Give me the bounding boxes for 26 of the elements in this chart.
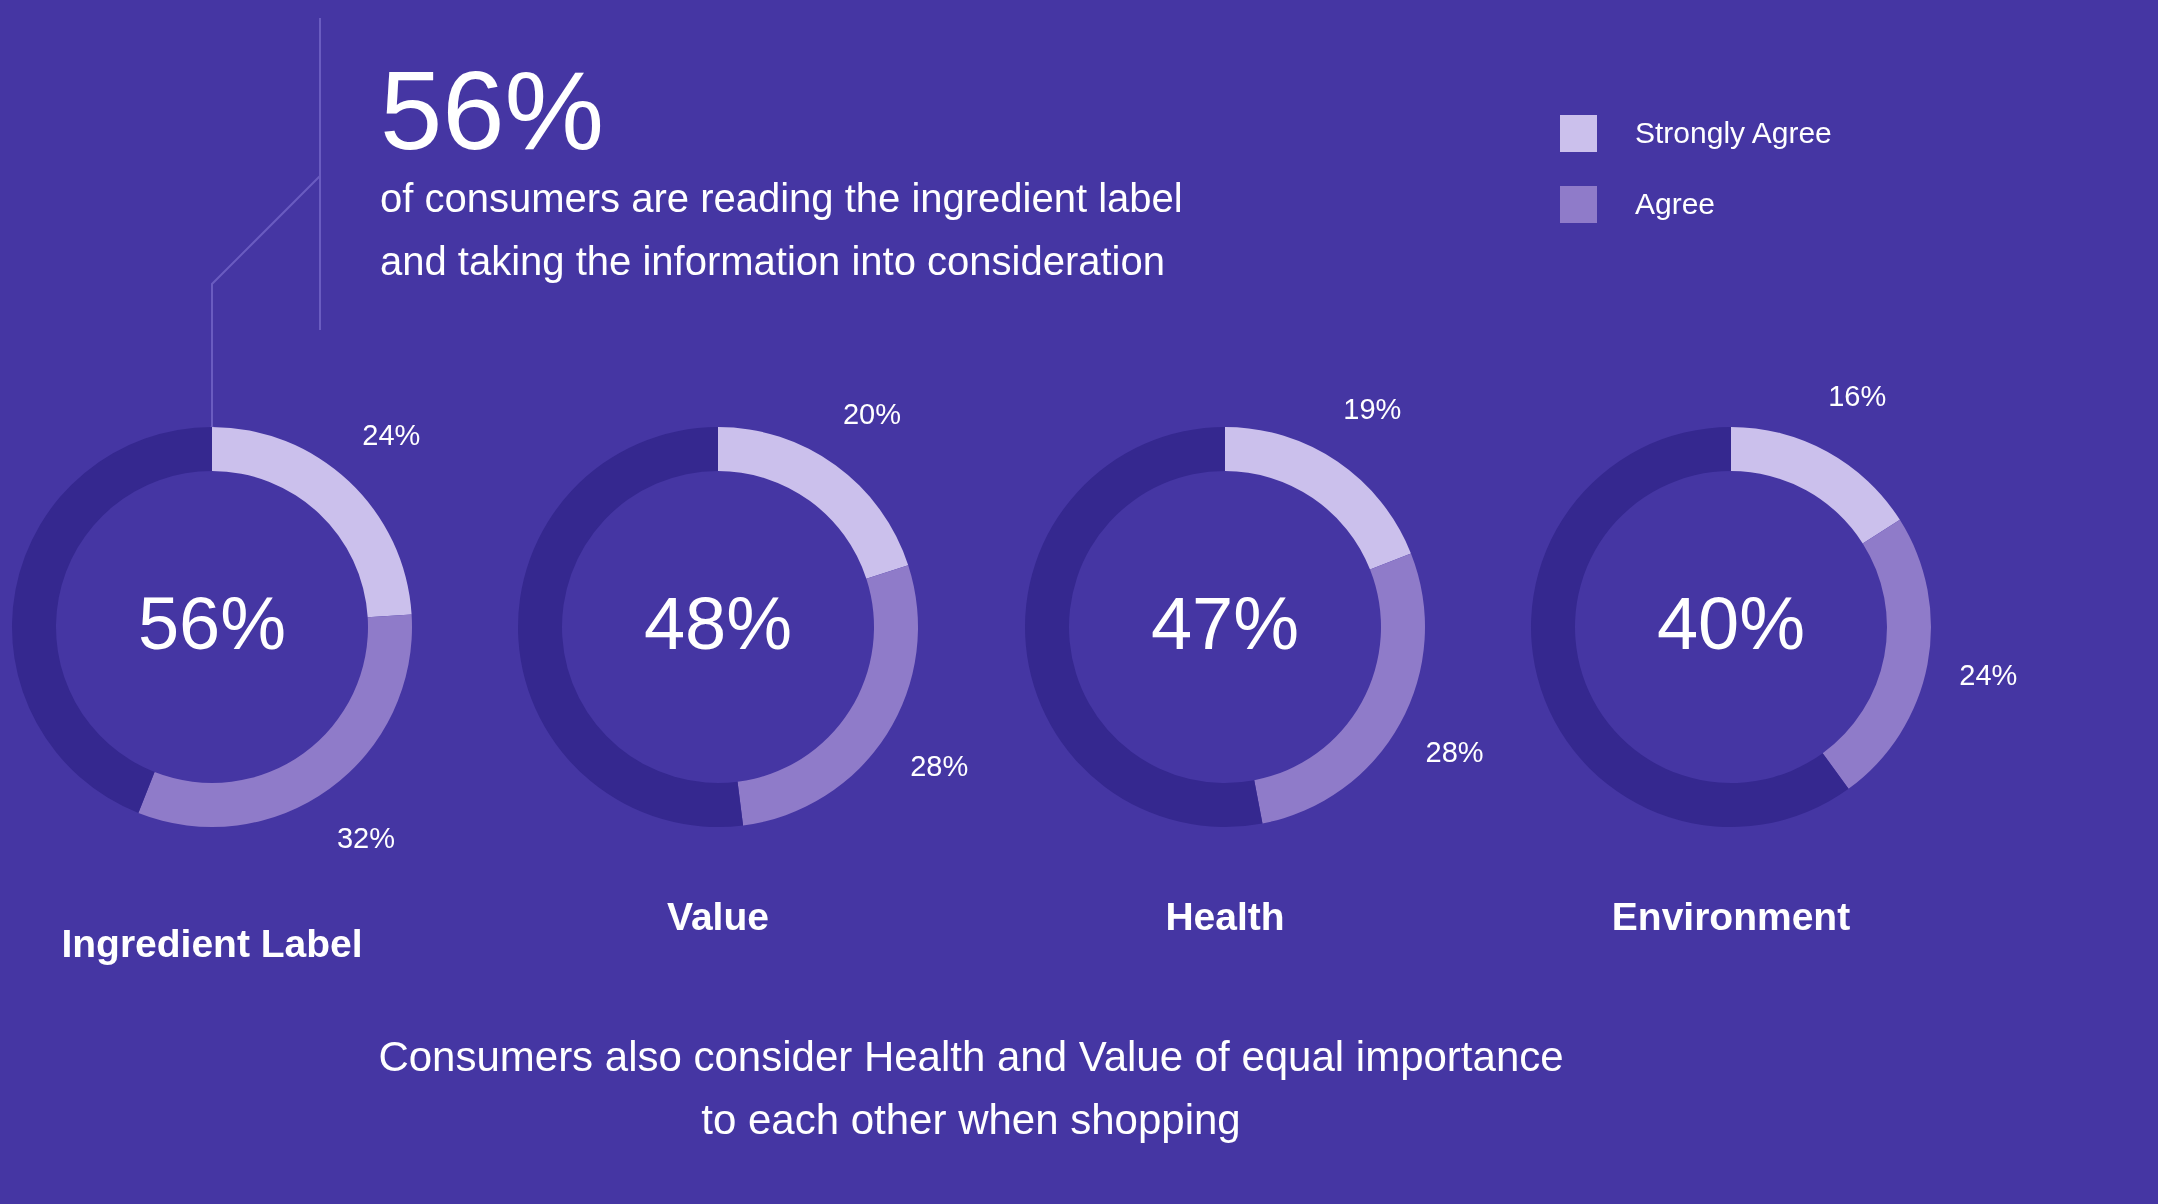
legend-label: Strongly Agree — [1635, 115, 1832, 149]
text: 56% — [380, 48, 606, 173]
data-label: 28% — [1425, 736, 1484, 769]
data-label: 20% — [842, 398, 902, 431]
text: 47% — [1150, 582, 1300, 665]
text: of consumers are reading the ingredient label and taking the information into consideration — [380, 176, 1183, 283]
text: 56% — [137, 582, 287, 665]
text: 48% — [643, 582, 793, 665]
text: 40% — [1656, 582, 1806, 665]
text: Value — [667, 895, 769, 938]
donut-slice — [1531, 427, 1849, 827]
text: Consumers also consider Health and Value of equal importance to each other when shopping — [377, 1032, 1565, 1145]
data-label: 24% — [1959, 659, 2018, 692]
data-label: 16% — [1828, 380, 1887, 413]
donut-slice — [1822, 519, 1931, 789]
data-label: 28% — [910, 750, 969, 783]
text: Health — [1165, 895, 1285, 938]
donut-slice — [718, 427, 909, 579]
text: Ingredient Label — [61, 921, 363, 965]
donut-slice — [1225, 427, 1411, 570]
legend-label: Agree — [1635, 186, 1716, 220]
text: Environment — [1611, 895, 1851, 938]
data-label: 19% — [1343, 393, 1402, 426]
data-label: 32% — [336, 821, 396, 854]
donut-slice — [1731, 427, 1900, 544]
data-label: 24% — [362, 419, 421, 452]
